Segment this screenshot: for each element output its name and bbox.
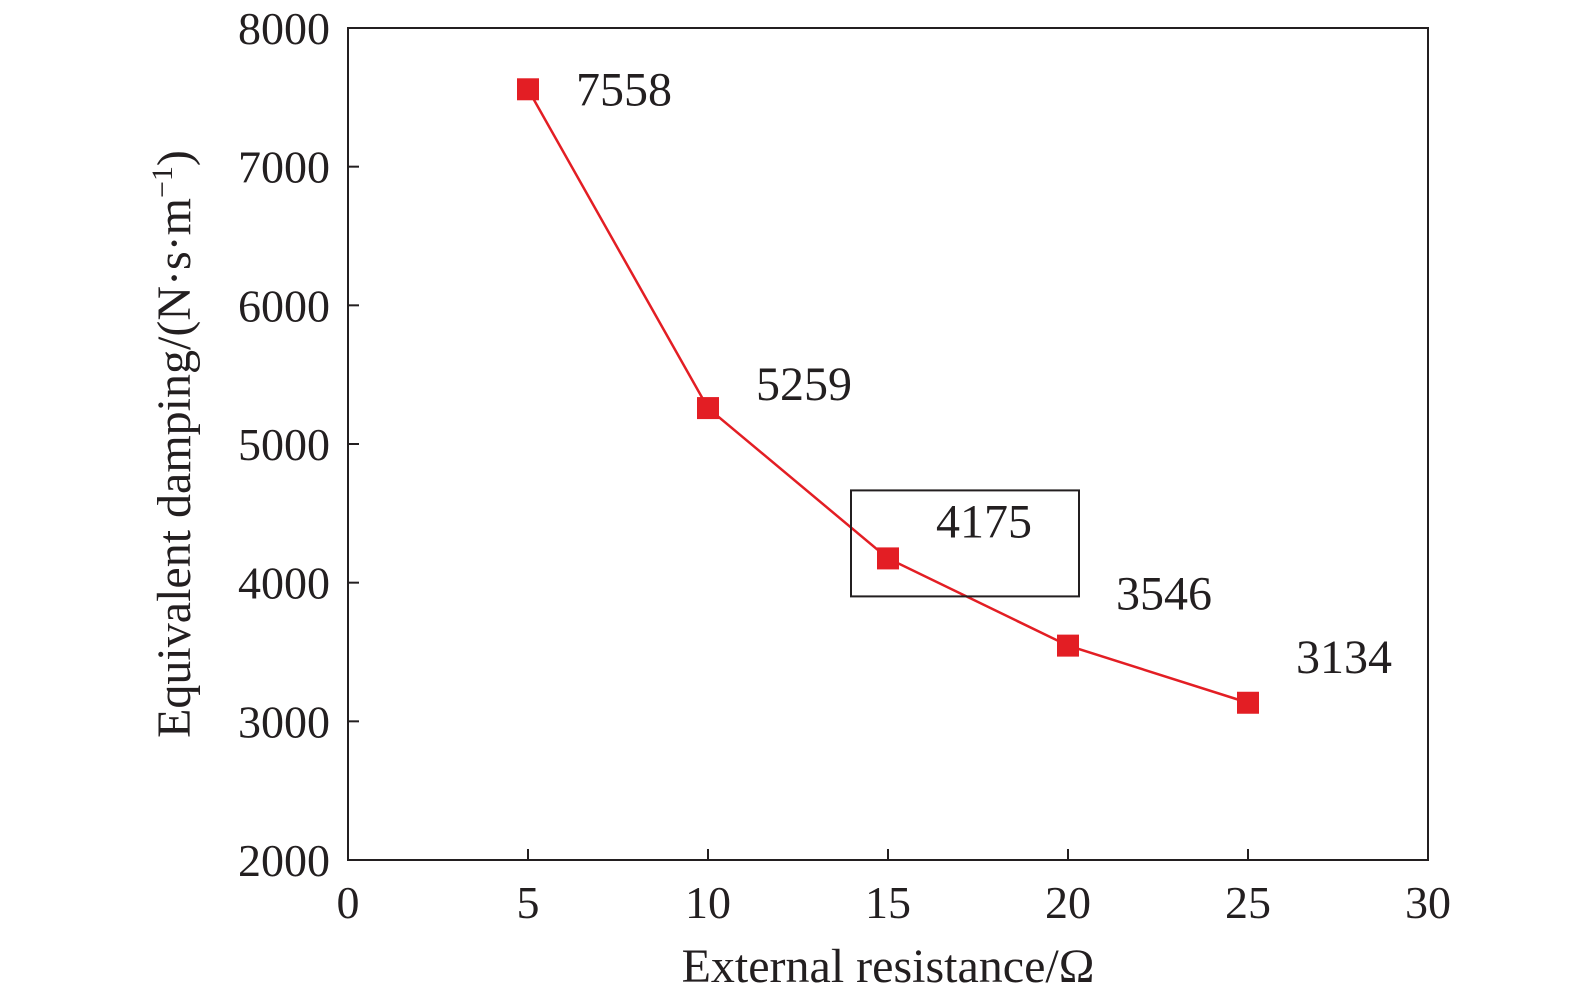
annotation-layer xyxy=(850,489,1080,598)
data-point xyxy=(517,78,539,101)
y-axis-title-close: ) xyxy=(148,150,201,166)
data-label: 4175 xyxy=(936,495,1032,548)
x-tick-label: 20 xyxy=(1045,877,1091,928)
data-label: 5259 xyxy=(756,358,852,411)
x-tick-label: 25 xyxy=(1225,877,1271,928)
y-axis-title-main: Equivalent damping/(N·s·m xyxy=(148,198,201,738)
data-label: 7558 xyxy=(576,63,672,116)
y-tick-label: 2000 xyxy=(238,835,330,886)
data-label: 3546 xyxy=(1116,568,1212,621)
x-tick-label: 15 xyxy=(865,877,911,928)
x-tick-label: 0 xyxy=(337,877,360,928)
y-axis-title: Equivalent damping/(N·s·m−1) xyxy=(146,150,201,738)
plot-frame xyxy=(347,27,1429,861)
y-axis-title-superscript: −1 xyxy=(146,166,179,198)
x-tick-label: 10 xyxy=(685,877,731,928)
y-tick-label: 3000 xyxy=(238,696,330,747)
y-tick-label: 4000 xyxy=(238,558,330,609)
x-tick-label: 5 xyxy=(517,877,540,928)
y-tick-label: 8000 xyxy=(238,3,330,54)
highlight-box xyxy=(850,489,1080,598)
x-axis: 0 5 10 15 20 25 30 xyxy=(337,849,1451,928)
data-point xyxy=(877,547,899,570)
data-point xyxy=(1237,691,1259,714)
y-tick-label: 7000 xyxy=(238,142,330,193)
data-point xyxy=(697,397,719,420)
y-tick-label: 6000 xyxy=(238,280,330,331)
series-layer: 7558 5259 4175 3546 3134 xyxy=(517,63,1392,714)
data-label: 3134 xyxy=(1296,631,1392,684)
data-point xyxy=(1057,634,1079,657)
y-tick-label: 5000 xyxy=(238,419,330,470)
x-tick-label: 30 xyxy=(1405,877,1451,928)
y-axis: 2000 3000 4000 5000 6000 7000 8000 xyxy=(238,3,359,886)
x-axis-title: External resistance/Ω xyxy=(682,940,1095,993)
